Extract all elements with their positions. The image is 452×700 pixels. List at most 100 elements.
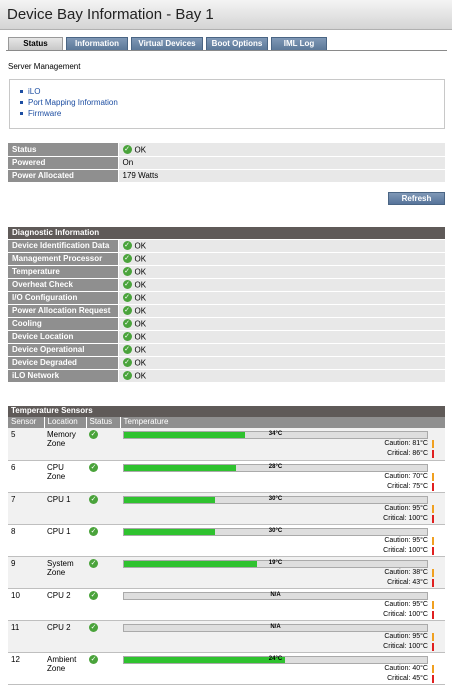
- diagnostic-header: Diagnostic Information: [8, 227, 445, 240]
- sensor-location: CPU Zone: [44, 460, 86, 493]
- tab-status[interactable]: Status: [8, 37, 63, 51]
- ok-check-icon: ✓: [89, 462, 98, 472]
- ok-check-icon: ✓: [122, 267, 132, 277]
- ok-check-icon: ✓: [122, 332, 132, 342]
- temperature-bar: 28°C: [123, 463, 428, 472]
- diagnostic-label: Overheat Check: [8, 278, 118, 292]
- sensor-id: 8: [8, 524, 44, 557]
- status-table: Status ✓ OK Powered On Power Allocated 179 Wat…: [8, 143, 445, 183]
- temperature-bar-fill: [124, 560, 258, 567]
- sensor-row: 8 CPU 1 ✓ 30°C Caution: 95°C Critical: 100°C: [8, 524, 445, 557]
- page-title: Device Bay Information - Bay 1: [7, 6, 214, 23]
- sensor-temperature: N/A Caution: 95°C Critical: 100°C: [120, 588, 445, 621]
- status-label: Status: [8, 143, 118, 157]
- sensor-status: ✓: [86, 588, 120, 621]
- sensor-row: 6 CPU Zone ✓ 28°C Caution: 70°C Critical: 75°…: [8, 460, 445, 493]
- tab-iml-log[interactable]: IML Log: [271, 37, 327, 51]
- critical-threshold: Critical: 86°C: [123, 449, 442, 459]
- link-port-mapping-information[interactable]: Port Mapping Information: [20, 98, 444, 109]
- diagnostic-label: Power Allocation Request: [8, 304, 118, 318]
- ok-check-icon: ✓: [89, 622, 98, 632]
- temperature-bar: 30°C: [123, 527, 428, 536]
- caution-threshold: Caution: 95°C: [123, 600, 442, 610]
- sensor-id: 7: [8, 492, 44, 525]
- status-value: ✓ OK: [117, 252, 445, 266]
- ok-text: OK: [134, 293, 147, 303]
- tab-strip: Status Information Virtual Devices Boot Opt…: [8, 37, 330, 51]
- diagnostic-title: Diagnostic Information: [8, 227, 445, 240]
- sensor-status: ✓: [86, 620, 120, 653]
- temperature-bar-fill: [124, 464, 237, 471]
- ok-text: OK: [134, 241, 147, 251]
- ok-check-icon: ✓: [122, 358, 132, 368]
- critical-threshold: Critical: 100°C: [123, 642, 442, 652]
- diagnostic-row: Overheat Check ✓ OK: [8, 278, 445, 292]
- ok-check-icon: ✓: [89, 494, 98, 504]
- temperature-reading: 19°C: [268, 559, 283, 566]
- status-value: ✓ OK: [117, 291, 445, 305]
- temperature-header: Temperature Sensors: [8, 406, 445, 417]
- temperature-columns: Sensor Location Status Temperature: [8, 417, 445, 428]
- temperature-bar-fill: [124, 528, 215, 535]
- sensor-temperature: 19°C Caution: 38°C Critical: 43°C: [120, 556, 445, 589]
- caution-threshold: Caution: 70°C: [123, 472, 442, 482]
- temperature-bar: N/A: [123, 623, 428, 632]
- status-value: ✓ OK: [117, 304, 445, 318]
- link-ilo[interactable]: iLO: [20, 87, 444, 98]
- diagnostic-label: Management Processor: [8, 252, 118, 266]
- diagnostic-label: I/O Configuration: [8, 291, 118, 305]
- tab-virtual-devices[interactable]: Virtual Devices: [131, 37, 203, 51]
- temperature-bar-fill: [124, 656, 285, 663]
- column-sensor: Sensor: [8, 417, 44, 428]
- column-temperature: Temperature: [119, 417, 445, 428]
- sensor-row: 9 System Zone ✓ 19°C Caution: 38°C Critical: …: [8, 556, 445, 589]
- ok-check-icon: ✓: [122, 144, 132, 154]
- caution-threshold: Caution: 95°C: [123, 632, 442, 642]
- sensor-location: CPU 2: [44, 588, 86, 621]
- ok-text: OK: [134, 319, 147, 329]
- critical-threshold: Critical: 100°C: [123, 610, 442, 620]
- status-label: Powered: [8, 156, 118, 170]
- critical-threshold: Critical: 100°C: [123, 546, 442, 556]
- sensor-temperature: N/A Caution: 95°C Critical: 100°C: [120, 620, 445, 653]
- diagnostic-row: Device Identification Data ✓ OK: [8, 239, 445, 253]
- ok-check-icon: ✓: [122, 280, 132, 290]
- ok-check-icon: ✓: [89, 526, 98, 536]
- temperature-sensors-table: Temperature Sensors Sensor Location Status T…: [8, 406, 445, 685]
- ok-check-icon: ✓: [122, 293, 132, 303]
- critical-threshold: Critical: 43°C: [123, 578, 442, 588]
- temperature-reading: N/A: [270, 623, 281, 630]
- status-value: ✓ OK: [117, 239, 445, 253]
- refresh-button[interactable]: Refresh: [388, 192, 445, 205]
- server-management-label: Server Management: [8, 62, 81, 71]
- temperature-bar: 30°C: [123, 495, 428, 504]
- ok-text: OK: [134, 345, 147, 355]
- ok-text: OK: [134, 371, 147, 381]
- ok-check-icon: ✓: [89, 590, 98, 600]
- ok-check-icon: ✓: [122, 241, 132, 251]
- tab-information[interactable]: Information: [66, 37, 128, 51]
- ok-text: OK: [134, 144, 147, 154]
- critical-threshold: Critical: 100°C: [123, 514, 442, 524]
- sensor-row: 7 CPU 1 ✓ 30°C Caution: 95°C Critical: 100°C: [8, 492, 445, 525]
- ok-check-icon: ✓: [122, 371, 132, 381]
- status-label: Power Allocated: [8, 169, 118, 183]
- sensor-location: Ambient Zone: [44, 652, 86, 685]
- sensor-status: ✓: [86, 556, 120, 589]
- critical-threshold: Critical: 45°C: [123, 674, 442, 684]
- ok-check-icon: ✓: [122, 254, 132, 264]
- diagnostic-label: Device Identification Data: [8, 239, 118, 253]
- sensor-row: 12 Ambient Zone ✓ 24°C Caution: 40°C Critical…: [8, 652, 445, 685]
- status-value: ✓ OK: [117, 265, 445, 279]
- status-value: On: [117, 156, 445, 170]
- sensor-location: System Zone: [44, 556, 86, 589]
- ok-check-icon: ✓: [89, 558, 98, 568]
- diagnostic-label: Temperature: [8, 265, 118, 279]
- tab-boot-options[interactable]: Boot Options: [206, 37, 268, 51]
- sensor-status: ✓: [86, 524, 120, 557]
- sensor-status: ✓: [86, 428, 120, 461]
- link-firmware[interactable]: Firmware: [20, 109, 444, 120]
- diagnostic-label: iLO Network: [8, 369, 118, 383]
- status-row: Power Allocated 179 Watts: [8, 169, 445, 183]
- temperature-reading: 28°C: [268, 463, 283, 470]
